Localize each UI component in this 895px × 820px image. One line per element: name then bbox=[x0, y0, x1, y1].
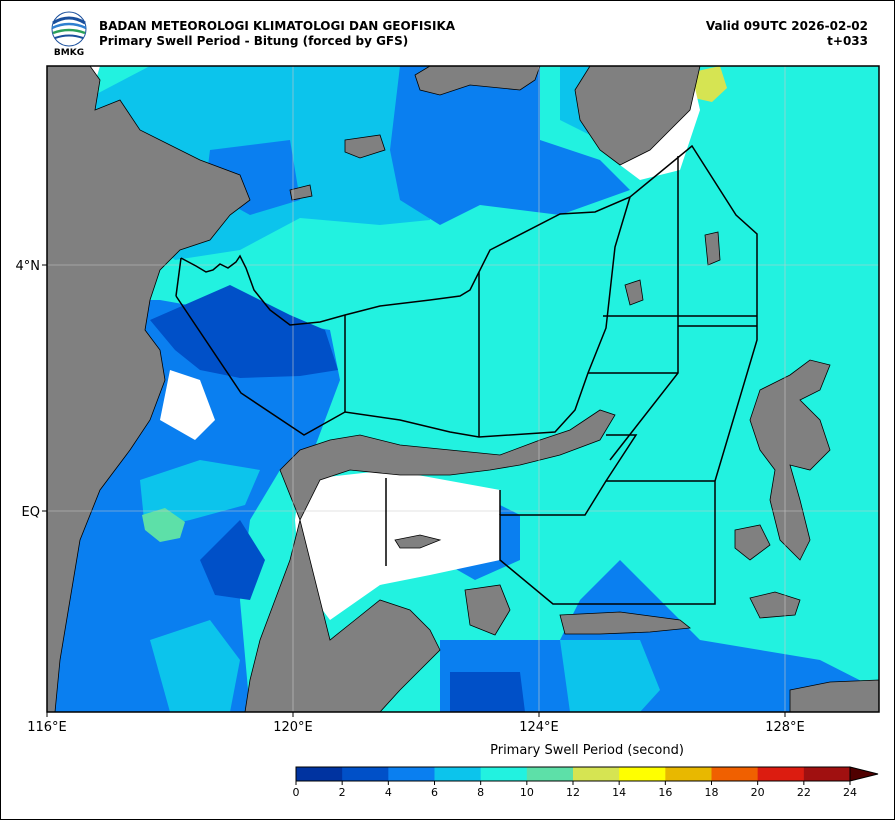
land-talaud bbox=[704, 231, 721, 266]
field-12-14-patch bbox=[693, 66, 727, 102]
land-mindanao bbox=[574, 66, 701, 166]
y-tick-eq: EQ bbox=[22, 505, 40, 520]
bmkg-logo: BMKG bbox=[51, 11, 87, 57]
colorbar-tick-label: 18 bbox=[705, 786, 719, 799]
lead-time: t+033 bbox=[827, 34, 868, 48]
tick-marks bbox=[42, 264, 786, 717]
colorbar-tick-label: 14 bbox=[612, 786, 626, 799]
colorbar-tick-label: 16 bbox=[658, 786, 672, 799]
colorbar-bin bbox=[665, 767, 712, 781]
land-sula bbox=[559, 611, 692, 635]
y-tick-4n: 4°N bbox=[16, 259, 41, 274]
forecast-zones bbox=[175, 144, 758, 605]
land-borneo bbox=[47, 66, 251, 712]
land-togean bbox=[394, 534, 442, 549]
land-obi bbox=[749, 591, 801, 619]
colorbar-title: Primary Swell Period (second) bbox=[490, 743, 684, 758]
colorbar-bin bbox=[342, 767, 389, 781]
colorbar-bin bbox=[803, 767, 851, 781]
land-sangihe bbox=[624, 279, 644, 306]
land-sulawesi bbox=[244, 409, 616, 712]
logo-text: BMKG bbox=[54, 48, 84, 57]
map-border bbox=[46, 65, 880, 713]
x-tick-116: 116°E bbox=[27, 720, 67, 735]
colorbar-bin bbox=[480, 767, 528, 781]
field-10-12-lobe bbox=[142, 508, 185, 542]
land-halmahera bbox=[749, 359, 831, 561]
x-tick-120: 120°E bbox=[273, 720, 313, 735]
valid-block: Valid 09UTC 2026-02-02 t+033 bbox=[706, 19, 868, 49]
field-6-8-south bbox=[560, 640, 660, 712]
colorbar-bin bbox=[573, 767, 620, 781]
colorbar-extend-arrow bbox=[849, 766, 879, 782]
field-2-4-center bbox=[150, 285, 338, 378]
agency-name: BADAN METEOROLOGI KLIMATOLOGI DAN GEOFIS… bbox=[99, 19, 456, 33]
field-2-4-sw bbox=[200, 520, 265, 600]
colorbar-tick-label: 10 bbox=[520, 786, 534, 799]
x-tick-124: 124°E bbox=[519, 720, 559, 735]
colorbar-tick-label: 0 bbox=[293, 786, 300, 799]
land-palawan-tip bbox=[414, 66, 541, 96]
colorbar-bin bbox=[434, 767, 482, 781]
colorbar-tick-label: 20 bbox=[751, 786, 765, 799]
colorbar-tick-label: 24 bbox=[843, 786, 857, 799]
field-2-4-south bbox=[450, 672, 525, 712]
land-seram-coast bbox=[789, 679, 879, 712]
colorbar-tick-label: 22 bbox=[797, 786, 811, 799]
nodata-coast-west bbox=[160, 370, 215, 440]
field-4-6-north bbox=[390, 66, 630, 225]
x-tick-128: 128°E bbox=[765, 720, 805, 735]
colorbar-tick-label: 12 bbox=[566, 786, 580, 799]
product-title: Primary Swell Period - Bitung (forced by… bbox=[99, 34, 409, 48]
field-6-8-ssw bbox=[150, 620, 240, 712]
colorbar-tick-label: 8 bbox=[477, 786, 484, 799]
land-sulu-islets bbox=[344, 134, 386, 159]
colorbar-bin bbox=[526, 767, 574, 781]
field-4-6-south bbox=[440, 560, 879, 712]
colorbar-bin bbox=[757, 767, 805, 781]
colorbar-tick-label: 4 bbox=[385, 786, 392, 799]
colorbar-bin bbox=[388, 767, 435, 781]
valid-time: Valid 09UTC 2026-02-02 bbox=[705, 19, 868, 33]
land-islet-1 bbox=[289, 184, 313, 201]
colorbar-bin bbox=[619, 767, 666, 781]
colorbar-tick-label: 2 bbox=[339, 786, 346, 799]
land-banggai bbox=[464, 584, 511, 636]
colorbar-bin bbox=[296, 767, 343, 781]
land-islet-2 bbox=[734, 524, 771, 561]
colorbar-tick-label: 6 bbox=[431, 786, 438, 799]
colorbar: 0 2 4 6 8 10 12 14 16 18 20 22 24 bbox=[293, 766, 879, 799]
title-block: BADAN METEOROLOGI KLIMATOLOGI DAN GEOFIS… bbox=[99, 19, 455, 49]
nodata-gulf-tomini bbox=[295, 470, 500, 620]
colorbar-bin bbox=[711, 767, 759, 781]
map-field bbox=[47, 66, 879, 712]
gridlines bbox=[47, 66, 879, 712]
